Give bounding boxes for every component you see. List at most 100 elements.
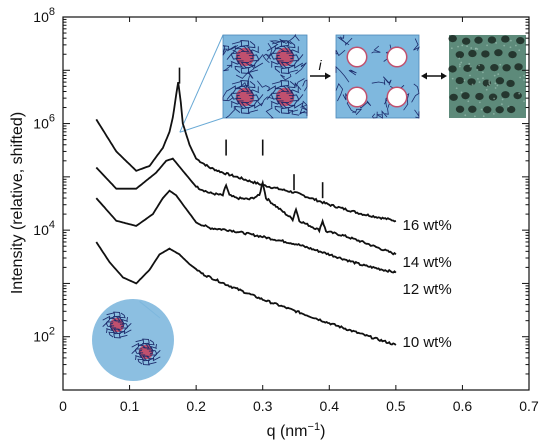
tem-speckle bbox=[481, 71, 484, 74]
tem-speckle bbox=[458, 57, 461, 60]
tem-pore bbox=[474, 36, 483, 44]
polymer-chain bbox=[250, 54, 264, 62]
tem-speckle bbox=[501, 98, 504, 101]
polymer-chain bbox=[288, 46, 300, 57]
tem-speckle bbox=[486, 85, 489, 87]
tem-speckle bbox=[478, 101, 481, 104]
tem-speckle bbox=[518, 49, 521, 52]
polymer-chain bbox=[131, 342, 143, 350]
x-tick-label: 0.1 bbox=[120, 398, 140, 414]
tem-speckle bbox=[523, 100, 525, 103]
series-line bbox=[95, 241, 397, 346]
polymer-chain bbox=[102, 315, 114, 323]
polymer-chain bbox=[274, 100, 284, 113]
matrix-chain bbox=[411, 83, 420, 103]
polymer-chain bbox=[250, 94, 264, 102]
tem-speckle bbox=[476, 48, 479, 50]
tem-pore bbox=[513, 92, 522, 100]
polymer-chain bbox=[280, 80, 290, 93]
tem-image bbox=[449, 35, 526, 118]
tem-speckle bbox=[457, 45, 459, 48]
matrix-chain bbox=[294, 78, 305, 90]
polymer-chain bbox=[240, 61, 250, 74]
polymer-chain bbox=[226, 92, 240, 100]
tem-speckle bbox=[460, 61, 463, 64]
polymer-chain bbox=[240, 40, 250, 53]
tem-pore bbox=[455, 76, 465, 85]
tem-speckle bbox=[474, 48, 477, 50]
pore bbox=[348, 88, 366, 106]
tem-pore bbox=[501, 91, 510, 99]
zoom-line bbox=[179, 34, 224, 133]
plot-frame bbox=[62, 16, 530, 391]
matrix-chain bbox=[223, 64, 233, 72]
tem-pore bbox=[483, 106, 492, 114]
peak-markers bbox=[178, 67, 324, 199]
tem-speckle bbox=[488, 82, 491, 84]
series-line bbox=[95, 81, 397, 223]
tem-pore bbox=[506, 79, 515, 88]
tem-pore bbox=[455, 51, 465, 59]
polymer-chain bbox=[150, 349, 161, 356]
tem-speckle bbox=[482, 77, 484, 80]
tem-speckle bbox=[523, 74, 526, 77]
x-tick-label: 0.5 bbox=[386, 398, 406, 414]
matrix-chain bbox=[335, 82, 344, 102]
polymer-chain bbox=[280, 101, 290, 114]
x-tick-label: 0.3 bbox=[253, 398, 273, 414]
y-axis-title: Intensity (relative, shifted) bbox=[9, 112, 26, 294]
pore bbox=[388, 48, 406, 66]
tem-speckle bbox=[503, 44, 506, 47]
tem-speckle bbox=[492, 112, 495, 115]
series-line bbox=[95, 189, 397, 274]
matrix-chain bbox=[247, 64, 255, 79]
tem-speckle bbox=[480, 108, 483, 111]
tem-pore bbox=[495, 77, 505, 85]
tem-pore bbox=[468, 49, 477, 58]
double-arrow-head-right bbox=[441, 72, 447, 80]
x-axis-title: q (nm−1) bbox=[267, 421, 326, 440]
tem-speckle bbox=[455, 87, 458, 90]
polymer-chain bbox=[289, 59, 304, 69]
tem-speckle bbox=[509, 46, 512, 49]
tem-speckle bbox=[495, 42, 498, 44]
matrix-chain bbox=[262, 53, 272, 64]
polymer-chain bbox=[102, 321, 113, 328]
matrix-chain bbox=[413, 38, 421, 51]
tem-speckle bbox=[478, 64, 481, 67]
matrix-chain bbox=[372, 111, 378, 119]
polymer-chain bbox=[266, 45, 281, 55]
tem-pore bbox=[448, 34, 457, 43]
matrix-chain bbox=[414, 109, 420, 119]
tem-speckle bbox=[494, 82, 497, 85]
matrix-chain bbox=[352, 108, 363, 116]
polymer-chain bbox=[246, 41, 256, 54]
tem-speckle bbox=[460, 91, 463, 94]
matrix-chain bbox=[302, 79, 308, 92]
tem-pore bbox=[455, 105, 465, 113]
polymer-chain bbox=[249, 59, 264, 69]
series-label: 12 wt% bbox=[403, 281, 452, 298]
matrix-chain bbox=[286, 33, 300, 44]
polymer-chain bbox=[290, 94, 304, 102]
series-label: 14 wt% bbox=[403, 254, 452, 271]
tem-speckle bbox=[476, 68, 479, 71]
tem-speckle bbox=[467, 100, 470, 103]
matrix-chain bbox=[266, 42, 273, 56]
polymer-chain bbox=[226, 85, 241, 95]
polymer-chain bbox=[119, 317, 128, 325]
matrix-chain bbox=[371, 79, 386, 86]
micelle-core bbox=[235, 87, 255, 107]
series-label: 16 wt% bbox=[403, 217, 452, 234]
x-tick-label: 0.4 bbox=[320, 398, 340, 414]
polymer-chain bbox=[248, 86, 260, 97]
tem-pore bbox=[449, 93, 458, 101]
series-labels: 16 wt% 14 wt% 12 wt% 10 wt% bbox=[403, 217, 452, 351]
polymer-chain bbox=[286, 41, 296, 54]
tem-speckle bbox=[478, 81, 481, 84]
polymer-chain bbox=[246, 81, 256, 94]
matrix-chain bbox=[265, 107, 274, 119]
pore bbox=[388, 88, 406, 106]
matrix-chain bbox=[300, 105, 308, 114]
